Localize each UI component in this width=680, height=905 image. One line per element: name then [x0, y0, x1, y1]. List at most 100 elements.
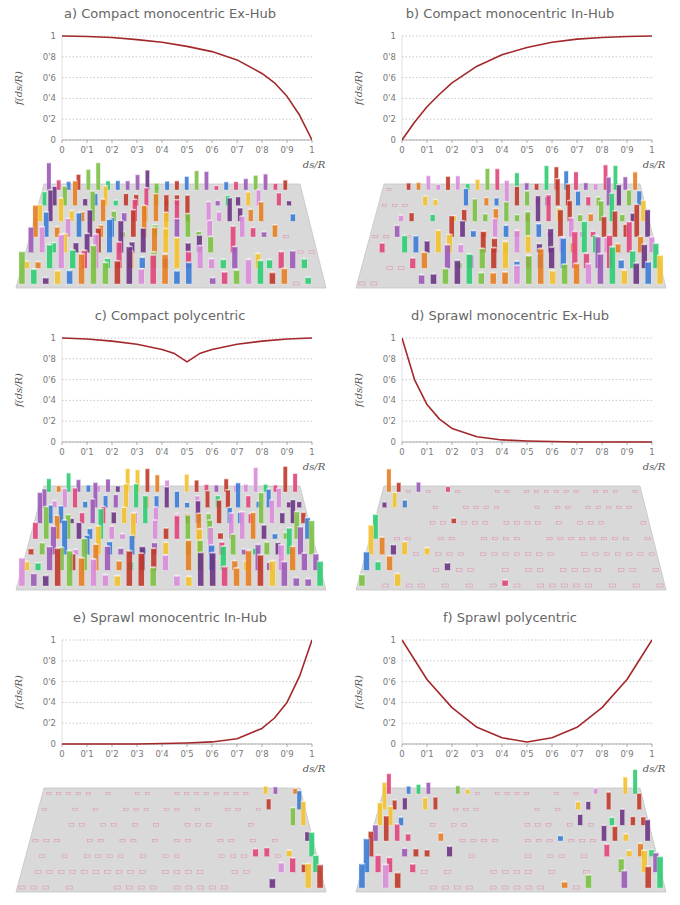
y-axis-label: f(ds/R) [353, 71, 364, 106]
building [144, 188, 149, 206]
y-tick-label: 0'4 [383, 697, 396, 707]
building-top [254, 466, 258, 468]
building [102, 575, 108, 586]
building [451, 518, 456, 523]
building-top [578, 813, 583, 815]
x-tick-label: 0'2 [445, 145, 458, 155]
building-top [383, 863, 389, 865]
building [586, 264, 592, 284]
building-top [79, 253, 85, 255]
footprint [392, 204, 397, 206]
building [657, 255, 663, 284]
building-top [525, 190, 530, 192]
building-top [185, 501, 190, 503]
building-top [47, 545, 53, 547]
building-top [44, 506, 49, 508]
footprint [609, 584, 615, 587]
building-top [33, 521, 38, 523]
building-top [272, 532, 277, 534]
x-tick [477, 140, 478, 143]
building-top [576, 190, 581, 192]
building [204, 171, 208, 190]
panel-title: b) Compact monocentric In-Hub [406, 6, 614, 21]
building [106, 479, 110, 492]
building-top [313, 854, 319, 856]
building-top [424, 240, 429, 242]
footprint [525, 491, 529, 493]
building-top [392, 491, 397, 493]
building [165, 181, 169, 190]
y-axis-label: f(ds/R) [353, 373, 364, 408]
building-top [447, 233, 452, 235]
building-top [525, 211, 530, 213]
building-top [293, 787, 297, 789]
building [214, 185, 218, 190]
building-top [431, 273, 437, 275]
footprint [67, 793, 71, 795]
building [359, 864, 365, 888]
x-tick-label: 0 [59, 749, 64, 759]
building [96, 163, 100, 190]
x-tick-label: 0'3 [130, 749, 143, 759]
building-top [397, 481, 401, 483]
building-top [150, 566, 156, 568]
building-top [526, 254, 532, 256]
building-top [91, 558, 97, 560]
building-top [281, 560, 287, 562]
building-top [645, 865, 651, 867]
curve [402, 36, 652, 140]
building-top [254, 174, 258, 176]
building-top [195, 495, 200, 497]
building-top [297, 500, 302, 502]
building-top [67, 472, 71, 474]
building [39, 227, 44, 253]
footprint [33, 839, 38, 842]
y-axis-label: f(ds/R) [13, 675, 24, 710]
building [185, 474, 189, 492]
x-tick [162, 442, 163, 445]
building [124, 484, 129, 508]
building-top [114, 575, 120, 577]
building-top [594, 787, 598, 789]
x-tick [287, 140, 288, 143]
building [126, 551, 132, 586]
building-top [490, 271, 496, 273]
building-top [278, 250, 284, 252]
building [70, 250, 76, 268]
building-top [416, 481, 420, 483]
footprint [185, 793, 189, 795]
x-tick-label: 0'6 [545, 447, 558, 457]
building-top [227, 506, 232, 508]
building [364, 552, 370, 571]
footprint [175, 793, 179, 795]
building [493, 219, 498, 237]
x-tick-label: 0'9 [280, 145, 293, 155]
building-top [471, 230, 476, 232]
building [73, 488, 78, 508]
building [244, 178, 248, 190]
building-top [164, 527, 169, 529]
building-top [653, 242, 659, 244]
building [185, 176, 189, 190]
building [479, 248, 485, 268]
building-top [80, 512, 85, 514]
x-tick-label: 0'2 [445, 447, 458, 457]
building-top [266, 488, 271, 490]
building [456, 176, 460, 190]
building-top [86, 168, 90, 170]
building-top [395, 224, 400, 226]
building [195, 171, 199, 190]
building-top [215, 200, 220, 202]
building-top [126, 468, 130, 470]
building-top [84, 534, 89, 536]
city-ground [16, 788, 326, 892]
building [217, 500, 222, 523]
x-tick [137, 442, 138, 445]
footprint [118, 855, 123, 858]
y-tick-label: 1 [391, 333, 396, 343]
building [153, 194, 158, 222]
x-tick-label: 0'1 [80, 145, 93, 155]
footprint [566, 506, 571, 508]
footprint [150, 886, 156, 889]
y-tick-label: 1 [391, 635, 396, 645]
